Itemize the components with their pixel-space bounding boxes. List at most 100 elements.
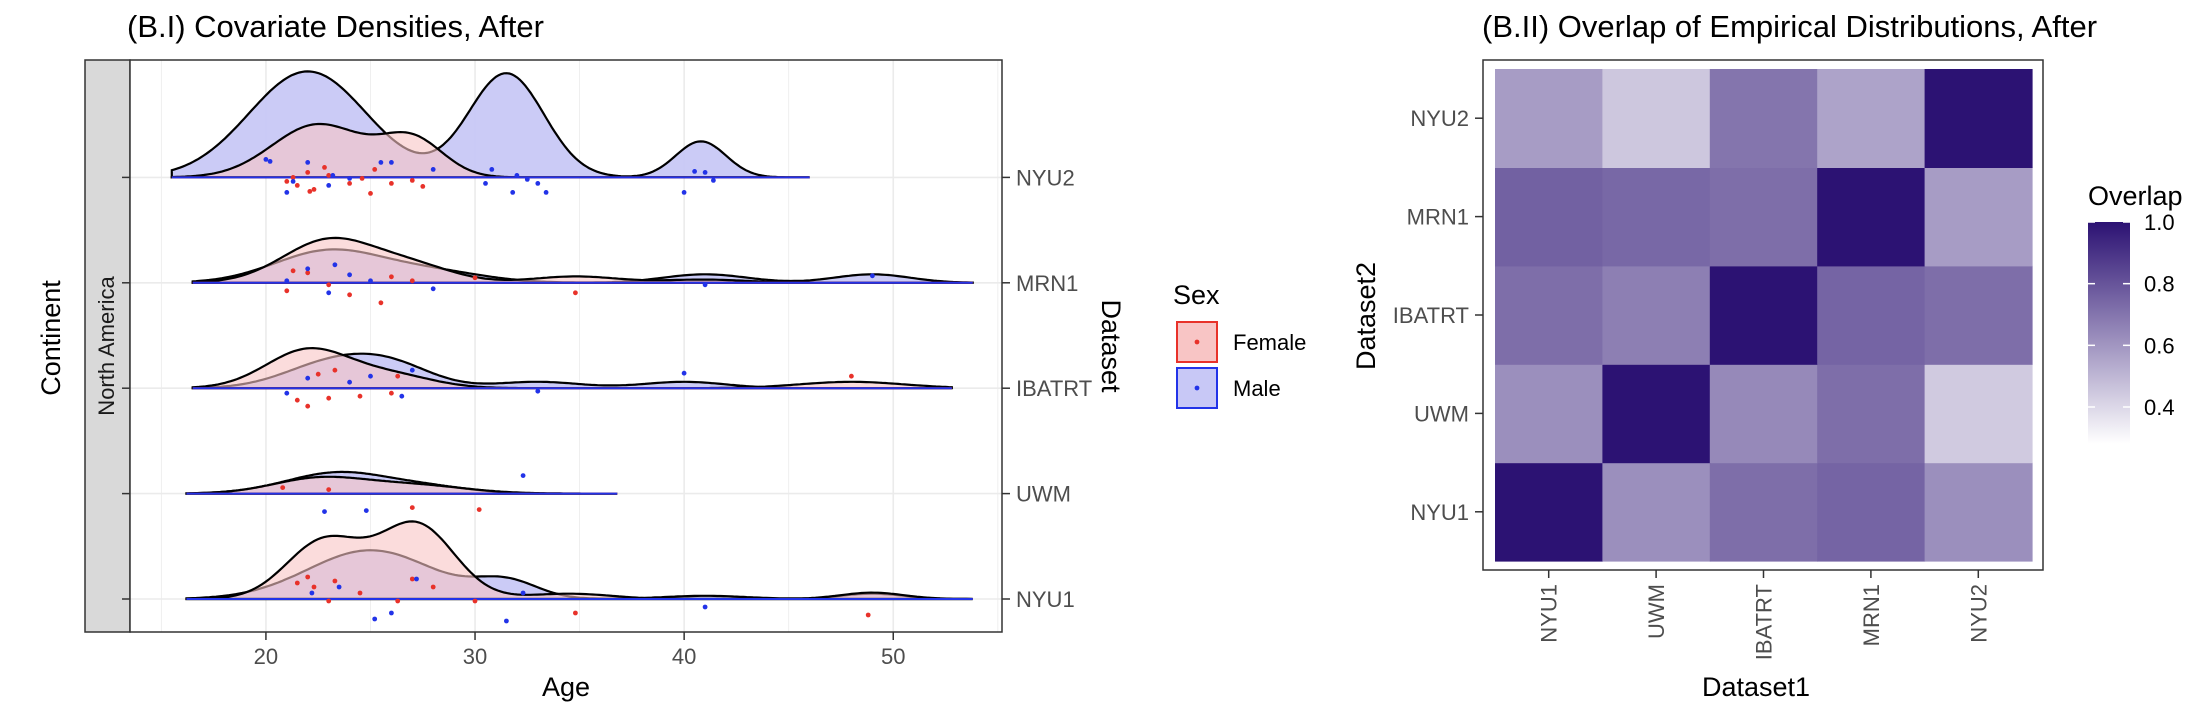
point-male (284, 390, 290, 396)
point-male (414, 576, 419, 582)
dataset1-tick-label: MRN1 (1859, 584, 1884, 646)
point-male (290, 179, 296, 184)
point-male (305, 266, 311, 272)
heatmap-cell-uwm-nyu2 (1602, 69, 1711, 168)
point-female (332, 578, 338, 584)
heatmap-cell-mrn1-ibatrt (1817, 265, 1926, 365)
point-female (430, 584, 436, 590)
point-male (389, 160, 394, 165)
point-male (368, 278, 373, 284)
colorbar-ticks: 0.4 0.6 0.8 1.0 (2088, 210, 2175, 420)
dataset-tick-label: IBATRT (1016, 376, 1092, 401)
point-female (326, 282, 332, 288)
point-female (409, 576, 415, 582)
heatmap-cell-ibatrt-mrn1 (1709, 167, 1818, 267)
heatmap-cell-nyu1-nyu1 (1495, 462, 1603, 562)
ridge-ibatrt (191, 346, 953, 409)
ridge-nyu1 (185, 520, 973, 624)
point-male (347, 379, 352, 385)
point-male (378, 160, 384, 165)
point-female (409, 178, 415, 183)
point-female (311, 584, 317, 590)
point-female (389, 274, 394, 280)
point-male (326, 183, 332, 188)
dataset-tick-label: NYU1 (1016, 587, 1075, 612)
point-male (489, 167, 495, 172)
legend-label-female: Female (1233, 330, 1306, 355)
point-female (472, 275, 478, 281)
point-male (483, 181, 488, 186)
point-male (524, 177, 530, 182)
point-female (389, 390, 394, 396)
age-tick-label: 20 (254, 644, 278, 669)
ridgeline-xlabel: Age (542, 672, 590, 702)
point-male (681, 370, 687, 376)
point-female (280, 485, 286, 490)
point-male (702, 282, 708, 288)
colorbar-tick-label: 0.8 (2144, 272, 2175, 297)
point-male (347, 176, 352, 181)
heatmap-cell-nyu1-mrn1 (1495, 167, 1603, 267)
point-male (309, 590, 315, 596)
heatmap-cell-mrn1-uwm (1817, 364, 1926, 464)
point-female (865, 612, 871, 618)
point-male (543, 190, 549, 195)
ridgeline-marks (170, 70, 974, 624)
point-male (267, 159, 273, 164)
dataset1-tick-label: UWM (1644, 584, 1669, 639)
point-male (504, 618, 509, 624)
ridgeline-title: (B.I) Covariate Densities, After (127, 9, 544, 44)
point-male (711, 178, 716, 183)
point-male (520, 473, 526, 478)
point-female (359, 176, 365, 181)
point-female (389, 181, 394, 186)
point-male (326, 290, 332, 296)
heatmap-cell-uwm-ibatrt (1602, 265, 1711, 365)
heatmap-cell-nyu2-nyu1 (1924, 462, 2033, 562)
point-female (294, 183, 300, 188)
point-male (535, 181, 541, 186)
point-male (702, 170, 708, 175)
point-male (305, 160, 311, 165)
ridgeline-right-label: Dataset (1096, 299, 1126, 393)
point-female (290, 268, 296, 274)
legend-title: Sex (1173, 280, 1220, 310)
heatmap-title: (B.II) Overlap of Empirical Distribution… (1482, 9, 2097, 44)
point-male (681, 190, 687, 195)
point-male (372, 616, 378, 622)
point-female (305, 170, 311, 175)
dataset2-tick-label: NYU2 (1410, 106, 1469, 131)
point-male (347, 272, 352, 278)
point-female (315, 371, 321, 377)
facet-strip-label: North America (94, 276, 119, 416)
ridgeline-x-ticks: 20 30 40 50 (254, 632, 906, 669)
age-tick-label: 30 (463, 644, 487, 669)
point-male (870, 273, 875, 279)
point-male (368, 373, 373, 379)
point-male (322, 509, 327, 514)
heatmap-cell-uwm-nyu1 (1602, 462, 1711, 562)
overlap-legend: Overlap 0.4 0.6 0.8 1.0 (2088, 181, 2183, 444)
heatmap-cell-nyu2-mrn1 (1924, 167, 2033, 267)
age-tick-label: 50 (881, 644, 905, 669)
heatmap-cell-nyu2-uwm (1924, 364, 2033, 464)
point-male (284, 190, 290, 195)
point-female (305, 403, 311, 409)
point-female (322, 165, 327, 170)
colorbar-tick-label: 0.6 (2144, 333, 2175, 358)
age-tick-label: 40 (672, 644, 696, 669)
point-female (573, 610, 578, 616)
ridge-nyu2 (170, 70, 810, 196)
point-male (336, 584, 342, 590)
heatmap-ylabel: Dataset2 (1351, 262, 1381, 370)
point-female (409, 278, 415, 284)
ridge-uwm (185, 470, 618, 514)
sex-legend: Sex Female Male (1173, 280, 1306, 409)
heatmap-cells (1495, 69, 2033, 562)
dataset2-tick-label: NYU1 (1410, 500, 1469, 525)
point-female (472, 598, 478, 604)
point-female (347, 181, 352, 186)
point-female (326, 395, 332, 401)
point-female (357, 590, 363, 596)
point-male (510, 190, 516, 195)
